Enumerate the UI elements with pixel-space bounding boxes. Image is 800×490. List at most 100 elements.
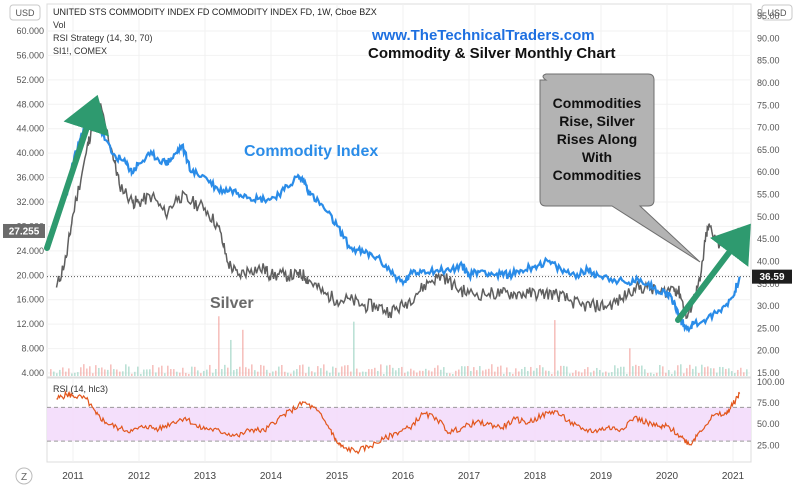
commodity-index-label: Commodity Index bbox=[244, 143, 378, 160]
volume-bar bbox=[527, 370, 529, 376]
volume-bar bbox=[743, 372, 745, 376]
volume-bar bbox=[269, 373, 271, 376]
volume-bar bbox=[365, 371, 367, 376]
volume-bar bbox=[371, 369, 373, 376]
volume-bar bbox=[542, 367, 544, 376]
right-last-value: 36.59 bbox=[759, 272, 784, 283]
volume-bar bbox=[383, 373, 385, 376]
volume-bar bbox=[89, 366, 91, 376]
volume-bar bbox=[230, 339, 232, 376]
volume-bar bbox=[257, 371, 259, 376]
volume-bar bbox=[629, 348, 631, 376]
volume-bar bbox=[149, 369, 151, 376]
volume-bar bbox=[299, 365, 301, 376]
volume-bar bbox=[680, 364, 682, 376]
volume-bar bbox=[668, 370, 670, 376]
left-tick-label: 16.000 bbox=[16, 295, 44, 305]
volume-bar bbox=[134, 371, 136, 376]
rsi-axis-ticks: 100.00 75.00 50.00 25.00 bbox=[757, 377, 785, 450]
left-tick-label: 8.000 bbox=[21, 344, 44, 354]
volume-bar bbox=[131, 373, 133, 376]
volume-bar bbox=[221, 369, 223, 376]
right-tick-label: 45.00 bbox=[757, 234, 780, 244]
left-tick-label: 44.000 bbox=[16, 124, 44, 134]
volume-bar bbox=[515, 368, 517, 376]
volume-bar bbox=[578, 371, 580, 376]
volume-bar bbox=[209, 364, 211, 376]
right-tick-label: 50.00 bbox=[757, 212, 780, 222]
callout-line-2: Rise, Silver bbox=[559, 113, 635, 129]
volume-bar bbox=[239, 366, 241, 376]
volume-bar bbox=[233, 370, 235, 376]
volume-bar bbox=[491, 364, 493, 376]
volume-bar bbox=[104, 369, 106, 376]
volume-bar bbox=[575, 370, 577, 376]
volume-bar bbox=[470, 370, 472, 376]
volume-bar bbox=[179, 372, 181, 376]
volume-bar bbox=[443, 367, 445, 376]
volume-bar bbox=[395, 370, 397, 376]
volume-bar bbox=[335, 367, 337, 376]
volume-bar bbox=[311, 371, 313, 376]
volume-bar bbox=[407, 371, 409, 376]
volume-bar bbox=[353, 321, 355, 376]
volume-bar bbox=[167, 365, 169, 376]
volume-bar bbox=[431, 371, 433, 376]
volume-bar bbox=[56, 373, 58, 376]
callout-line-5: Commodities bbox=[553, 167, 642, 183]
volume-bar bbox=[653, 373, 655, 376]
rsi-series-layer bbox=[56, 390, 741, 455]
volume-bar bbox=[260, 364, 262, 376]
right-tick-label: 60.00 bbox=[757, 167, 780, 177]
right-tick-label: 55.00 bbox=[757, 190, 780, 200]
legend-symbol: UNITED STS COMMODITY INDEX FD COMMODITY … bbox=[53, 7, 377, 17]
volume-bar bbox=[734, 373, 736, 376]
volume-bar bbox=[473, 367, 475, 376]
volume-bars bbox=[50, 316, 748, 376]
volume-bar bbox=[596, 367, 598, 376]
volume-bar bbox=[185, 372, 187, 376]
volume-bar bbox=[71, 373, 73, 376]
volume-bar bbox=[740, 367, 742, 376]
volume-bar bbox=[425, 368, 427, 376]
chart-title: Commodity & Silver Monthly Chart bbox=[368, 45, 616, 62]
volume-bar bbox=[218, 316, 220, 376]
left-tick-label: 40.000 bbox=[16, 148, 44, 158]
left-currency-badge[interactable] bbox=[9, 4, 41, 21]
volume-bar bbox=[341, 366, 343, 376]
volume-bar bbox=[662, 366, 664, 376]
right-tick-label: 70.00 bbox=[757, 123, 780, 133]
volume-bar bbox=[521, 369, 523, 376]
legend-rsi-strategy: RSI Strategy (14, 30, 70) bbox=[53, 33, 153, 43]
volume-bar bbox=[620, 366, 622, 376]
volume-bar bbox=[422, 370, 424, 376]
volume-bar bbox=[68, 368, 70, 376]
volume-bar bbox=[446, 372, 448, 376]
right-currency-badge[interactable] bbox=[761, 4, 793, 21]
volume-bar bbox=[200, 373, 202, 376]
volume-bar bbox=[725, 368, 727, 376]
volume-bar bbox=[320, 368, 322, 376]
volume-bar bbox=[119, 371, 121, 376]
right-tick-label: 95.00 bbox=[757, 11, 780, 21]
left-tick-label: 24.000 bbox=[16, 246, 44, 256]
volume-bar bbox=[518, 371, 520, 376]
left-last-value-badge bbox=[3, 223, 45, 238]
volume-bar bbox=[317, 366, 319, 376]
left-tick-label: 56.000 bbox=[16, 50, 44, 60]
zoom-button[interactable] bbox=[15, 467, 33, 485]
volume-bar bbox=[248, 368, 250, 376]
right-tick-label: 40.00 bbox=[757, 256, 780, 266]
left-axis-ticks: 60.000 56.000 52.000 48.000 44.000 40.000 36.0… bbox=[16, 26, 44, 378]
left-tick-label: 32.000 bbox=[16, 197, 44, 207]
volume-bar bbox=[350, 371, 352, 376]
volume-bar bbox=[701, 364, 703, 376]
volume-bar bbox=[98, 367, 100, 376]
volume-bar bbox=[278, 366, 280, 376]
volume-bar bbox=[638, 366, 640, 376]
volume-bar bbox=[449, 373, 451, 376]
volume-bar bbox=[323, 364, 325, 376]
volume-bar bbox=[650, 372, 652, 376]
volume-bar bbox=[188, 373, 190, 376]
volume-bar bbox=[158, 367, 160, 376]
